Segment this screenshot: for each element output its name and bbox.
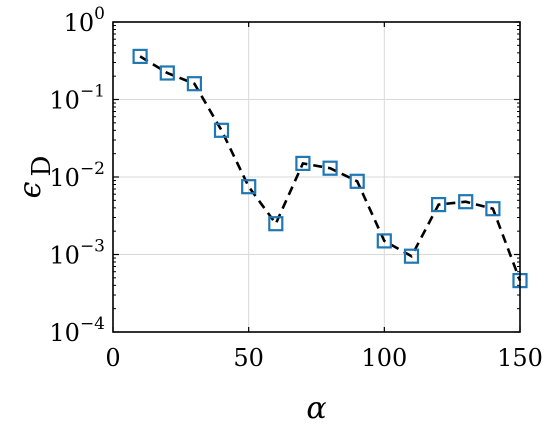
y-tick-label: 100: [64, 4, 105, 37]
data-point-marker: [186, 76, 202, 92]
x-tick-label: 150: [497, 344, 543, 372]
x-tick-label: 0: [105, 344, 120, 372]
x-axis-label: α: [306, 391, 326, 425]
y-tick-label: 10−3: [49, 237, 105, 270]
series-line: [139, 55, 522, 282]
data-point-marker: [322, 160, 338, 176]
series-layer: [132, 48, 528, 289]
y-tick-label: 10−1: [49, 82, 105, 115]
data-point-marker: [376, 233, 392, 249]
y-axis-label-subscript: D: [27, 156, 57, 177]
y-tick-label: 10−4: [49, 314, 105, 347]
data-point-marker: [458, 194, 474, 210]
tick-marks: [112, 21, 521, 333]
data-point-marker: [132, 48, 148, 65]
data-point-marker: [213, 122, 230, 138]
data-point-marker: [295, 155, 311, 171]
x-tick-labels: 0 50 100 150: [105, 344, 543, 372]
data-point-marker: [349, 173, 365, 189]
y-tick-label: 10−2: [49, 159, 105, 192]
y-tick-labels: 100 10−1 10−2 10−3 10−4: [49, 4, 105, 347]
data-point-marker: [431, 197, 447, 213]
data-point-marker: [403, 248, 420, 264]
x-tick-label: 50: [233, 344, 264, 372]
data-point-marker: [485, 201, 501, 217]
x-tick-label: 100: [361, 344, 407, 372]
y-axis-label-symbol: ϵ: [13, 181, 48, 198]
y-axis-label: ϵ D: [13, 156, 57, 199]
data-point-marker: [268, 216, 284, 232]
data-point-marker: [241, 179, 257, 195]
data-point-marker: [159, 65, 175, 81]
